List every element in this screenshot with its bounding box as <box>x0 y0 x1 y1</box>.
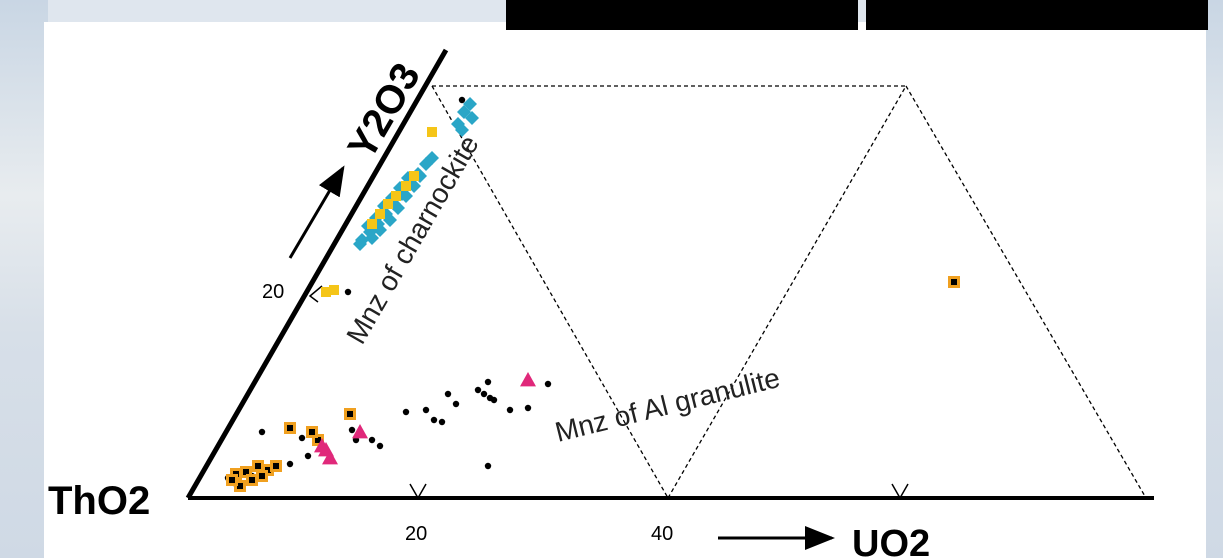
orange-monazite-point <box>249 477 255 483</box>
left-axis-arrow <box>288 165 345 259</box>
cyan-monazite-point <box>383 213 397 227</box>
yellow-monazite-point <box>329 285 339 295</box>
black-monazite-point <box>452 400 460 408</box>
orange-monazite-point <box>255 463 261 469</box>
black-monazite-point <box>376 442 384 450</box>
yellow-monazite-point <box>401 181 411 191</box>
al-granulite-field-label: Mnz of Al granulite <box>552 362 783 448</box>
uO2-label: UO2 <box>852 523 930 558</box>
tick-label-40-bottom: 40 <box>651 523 673 545</box>
cyan-monazite-point <box>425 151 439 165</box>
orange-monazite-point <box>347 411 353 417</box>
black-monazite-point <box>490 396 498 404</box>
magenta-monazite-point <box>520 372 536 387</box>
black-monazite-point <box>544 380 552 388</box>
yellow-monazite-point <box>391 191 401 201</box>
cyan-monazite-point <box>455 123 469 137</box>
cyan-monazite-point <box>391 201 405 215</box>
yellow-monazite-point <box>383 199 393 209</box>
cyan-monazite-point <box>465 111 479 125</box>
black-monazite-point <box>402 408 410 416</box>
tick-label-20-bottom: 20 <box>405 523 427 545</box>
orange-monazite-point <box>315 437 321 443</box>
yellow-monazite-point <box>367 219 377 229</box>
redaction-bar-left <box>506 0 858 30</box>
orange-monazite-point <box>229 477 235 483</box>
black-monazite-point <box>524 404 532 412</box>
yellow-monazite-point <box>375 209 385 219</box>
black-monazite-point <box>438 418 446 426</box>
yellow-monazite-point <box>321 287 331 297</box>
background-left <box>0 0 48 558</box>
magenta-monazite-point <box>322 450 338 465</box>
black-monazite-point <box>422 406 430 414</box>
dashed-grid <box>431 85 1147 499</box>
black-monazite-point <box>286 460 294 468</box>
orange-monazite-point <box>273 463 279 469</box>
orange-monazite-point <box>237 483 243 489</box>
black-monazite-point <box>298 434 306 442</box>
black-monazite-point <box>258 428 266 436</box>
magenta-monazite-point <box>314 438 330 453</box>
tick-mark-20-bottom <box>409 483 427 500</box>
black-monazite-point <box>430 416 438 424</box>
thO2-label: ThO2 <box>48 479 150 523</box>
black-monazite-point <box>368 436 376 444</box>
orange-monazite-point <box>287 425 293 431</box>
black-monazite-point <box>484 462 492 470</box>
black-monazite-point <box>348 426 356 434</box>
orange-monazite-point <box>309 429 315 435</box>
cyan-monazite-point <box>463 97 477 111</box>
tick-mark-20-left <box>308 285 323 303</box>
cyan-monazite-point <box>353 237 367 251</box>
black-monazite-point <box>480 390 488 398</box>
tick-label-20-left: 20 <box>262 281 284 303</box>
black-monazite-point <box>444 390 452 398</box>
tick-mark-80-bottom <box>891 483 909 500</box>
black-monazite-point <box>474 386 482 394</box>
yellow-monazite-point <box>409 171 419 181</box>
magenta-monazite-point <box>352 424 368 439</box>
orange-monazite-point <box>951 279 957 285</box>
y2O3-label: Y2O3 <box>340 56 429 167</box>
left-axis-line <box>185 48 449 500</box>
yellow-monazite-point <box>427 127 437 137</box>
black-monazite-point <box>458 96 466 104</box>
black-monazite-point <box>484 378 492 386</box>
black-monazite-point <box>344 288 352 296</box>
redaction-bar-right <box>866 0 1208 30</box>
cyan-monazite-point <box>365 231 379 245</box>
data-points <box>224 96 960 492</box>
orange-monazite-point <box>259 473 265 479</box>
orange-monazite-point <box>243 469 249 475</box>
black-monazite-point <box>304 452 312 460</box>
black-monazite-point <box>506 406 514 414</box>
